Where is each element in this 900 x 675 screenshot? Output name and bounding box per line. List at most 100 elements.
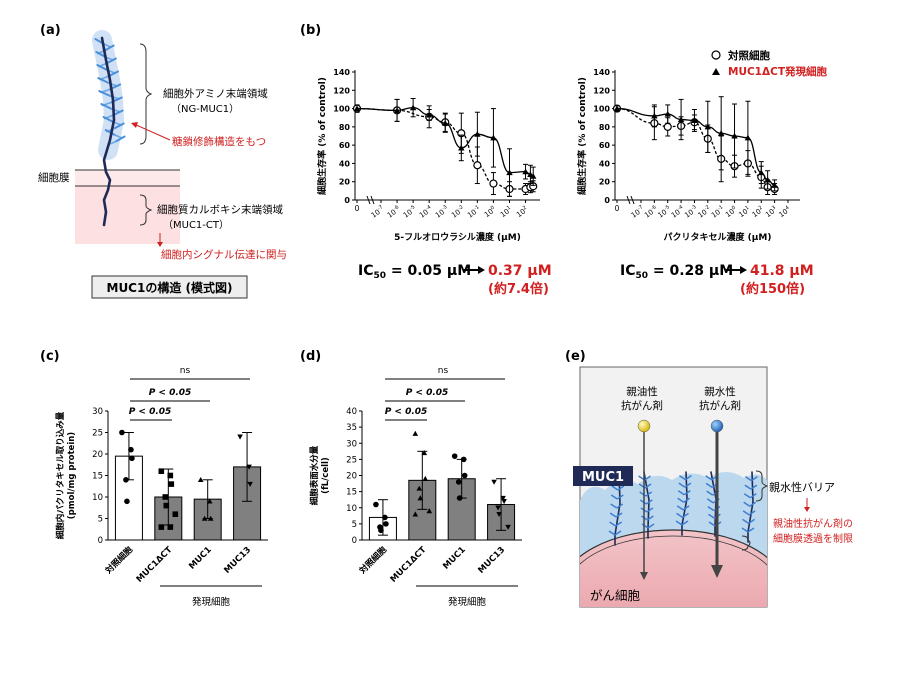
- x-tick-label: 10-1: [466, 204, 483, 219]
- y-tick-label: 0: [344, 196, 350, 205]
- e-glycan-branch: [743, 501, 751, 507]
- x-tick-label: 10-2: [450, 204, 467, 219]
- y-axis-label: 細胞生存率 (% of control): [576, 77, 588, 195]
- expr-point: [771, 182, 778, 188]
- data-point: [505, 524, 511, 530]
- y-tick-label: 0: [98, 536, 103, 546]
- e-glycan-branch: [707, 505, 715, 512]
- data-point: [417, 495, 424, 501]
- data-point: [129, 455, 135, 462]
- expr-point: [731, 132, 738, 139]
- ic50-right-arrow-head: [740, 266, 747, 274]
- glyco-note: 糖鎖修飾構造をもつ: [172, 135, 266, 148]
- data-point: [201, 515, 208, 521]
- panel-d: (d) 0 5 10 15 20 25 30 35 40 細胞表面水分量(fL/cell) 対照細胞…: [300, 349, 522, 608]
- data-point: [378, 527, 384, 534]
- data-point: [382, 514, 388, 521]
- e-glycan-branch: [750, 484, 758, 490]
- ic50-left-arrow-head: [478, 266, 485, 274]
- e-glycan-branch: [678, 482, 686, 488]
- x-tick-label: MUC1: [187, 545, 214, 572]
- e-glycan-branch: [608, 530, 616, 536]
- expr-point: [442, 120, 449, 126]
- e-glycan-branch: [645, 491, 653, 497]
- x-tick-label: 103: [764, 205, 779, 219]
- e-glycan-branch: [609, 521, 616, 527]
- data-point: [197, 477, 204, 483]
- d-p1-label: P < 0.05: [385, 407, 428, 417]
- e-lipo-label-1: 親油性: [626, 385, 658, 398]
- e-scene: [580, 471, 767, 607]
- data-point: [451, 453, 458, 459]
- e-glycan-branch: [681, 520, 689, 526]
- x-axis-label: 5-フルオロウラシル濃度 (µM): [394, 231, 521, 243]
- data-point: [426, 508, 433, 514]
- cytoplasmic-brace: [139, 194, 153, 226]
- expr-point: [704, 123, 712, 130]
- e-glycan-branch: [617, 485, 625, 491]
- c-ns-label: ns: [180, 366, 191, 376]
- y-tick-label: 10: [346, 504, 357, 514]
- y-tick-label: 15: [92, 472, 103, 482]
- expr-point: [474, 130, 481, 137]
- e-glycan-branch: [616, 503, 624, 509]
- d-ns-label: ns: [438, 366, 449, 376]
- y-tick-label: 20: [92, 450, 103, 460]
- membrane-label: 細胞膜: [38, 171, 70, 184]
- e-glycan-branch: [641, 523, 649, 529]
- x-tick-label: MUC1ΔCT: [389, 545, 429, 585]
- cytoplasm-area: [75, 186, 180, 244]
- data-point: [421, 450, 428, 456]
- expr-point: [744, 134, 752, 141]
- x-tick-label: 100: [482, 205, 497, 219]
- signal-arrow-head: [157, 242, 163, 247]
- y-tick-label: 40: [339, 159, 351, 168]
- expr-point: [458, 144, 465, 151]
- e-glycan-branch: [747, 527, 755, 533]
- e-muc1-strand: [614, 471, 621, 546]
- x-tick-label: MUC13: [222, 545, 253, 576]
- data-point: [167, 472, 174, 479]
- data-point: [246, 464, 252, 470]
- expr-point: [758, 169, 765, 176]
- e-glycan-branch: [685, 474, 692, 481]
- y-tick-label: 60: [339, 141, 351, 150]
- x-tick-label: 10-6: [385, 204, 402, 219]
- x-tick-label: 102: [750, 205, 765, 219]
- muc1-molecule-diagram: [92, 30, 126, 227]
- panel-c-label: (c): [40, 349, 60, 364]
- x-tick-label: MUC1: [441, 545, 468, 572]
- d-p2-label: P < 0.05: [406, 388, 449, 398]
- y-tick-label: 140: [593, 68, 610, 77]
- muc1-glycan-branch: [97, 77, 110, 84]
- e-glycan-branch: [615, 521, 622, 527]
- data-point: [158, 468, 165, 474]
- panel-b-label: (b): [300, 23, 321, 38]
- e-membrane-brace: [741, 535, 751, 551]
- x-tick-label: 10-7: [369, 204, 386, 219]
- x-axis-break: [370, 195, 375, 205]
- x-tick-label: 0: [615, 204, 620, 213]
- e-glycan-branch: [684, 482, 692, 488]
- data-point: [422, 475, 429, 481]
- expr-point: [522, 168, 529, 175]
- panel-c: (c) 0 5 10 15 20 25 30 細胞内パクリタキセル取り込み量(pmol/mg …: [40, 349, 268, 608]
- expr-point: [530, 173, 537, 179]
- muc1-glycan-branch: [96, 64, 109, 71]
- legend-control-label: 対照細胞: [727, 49, 770, 62]
- data-point: [412, 511, 419, 517]
- e-note-2: 細胞膜透過を制限: [773, 532, 853, 545]
- x-axis-break: [630, 195, 635, 205]
- y-tick-label: 30: [346, 439, 357, 449]
- x-axis-break: [626, 195, 631, 205]
- data-point: [500, 495, 506, 501]
- y-tick-label: 25: [92, 429, 103, 439]
- x-tick-label: 104: [777, 205, 792, 219]
- y-tick-label: 30: [92, 407, 103, 417]
- e-glycan-branch: [610, 494, 618, 500]
- legend-expr-label: MUC1ΔCT発現細胞: [728, 65, 827, 78]
- e-glycan-branch: [609, 512, 617, 518]
- data-point: [128, 446, 134, 453]
- data-point: [373, 501, 379, 508]
